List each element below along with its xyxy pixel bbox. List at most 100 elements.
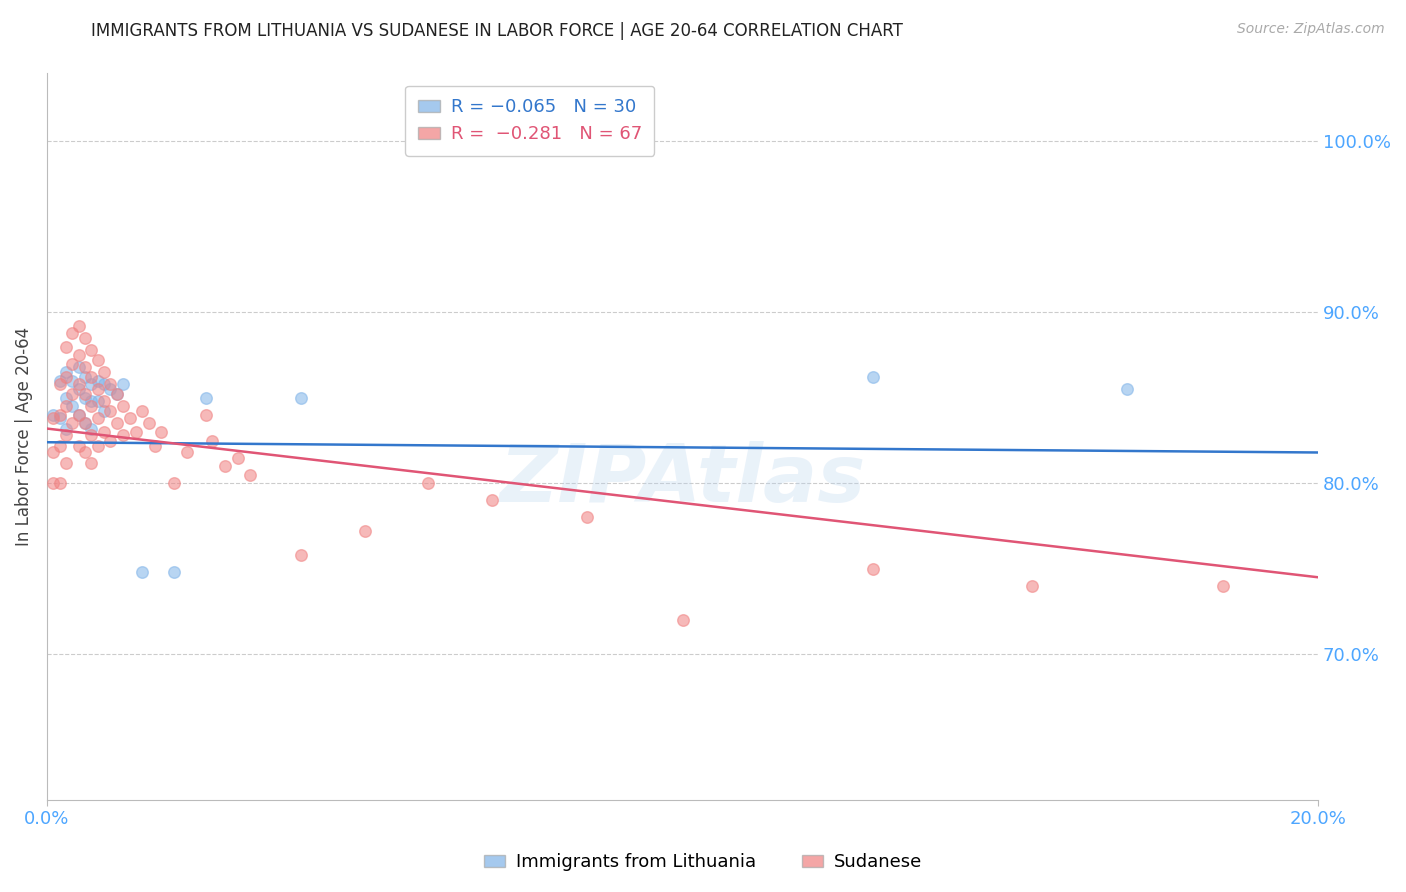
Point — [176, 445, 198, 459]
Point — [163, 565, 186, 579]
Point — [105, 387, 128, 401]
Point — [131, 565, 153, 579]
Point — [55, 339, 77, 353]
Point — [93, 365, 115, 379]
Point — [112, 400, 135, 414]
Point — [73, 370, 96, 384]
Point — [862, 370, 884, 384]
Point — [55, 421, 77, 435]
Point — [60, 357, 83, 371]
Point — [87, 382, 110, 396]
Point — [1116, 382, 1139, 396]
Point — [100, 404, 122, 418]
Point — [194, 408, 217, 422]
Point — [105, 417, 128, 431]
Point — [60, 387, 83, 401]
Point — [73, 417, 96, 431]
Point — [60, 417, 83, 431]
Point — [67, 408, 90, 422]
Point — [55, 370, 77, 384]
Point — [55, 391, 77, 405]
Point — [481, 493, 503, 508]
Point — [131, 404, 153, 418]
Point — [87, 439, 110, 453]
Point — [80, 343, 103, 357]
Point — [226, 450, 249, 465]
Point — [163, 476, 186, 491]
Point — [67, 359, 90, 374]
Point — [73, 387, 96, 401]
Point — [55, 428, 77, 442]
Legend: Immigrants from Lithuania, Sudanese: Immigrants from Lithuania, Sudanese — [477, 847, 929, 879]
Point — [48, 408, 70, 422]
Point — [67, 377, 90, 392]
Point — [60, 326, 83, 340]
Point — [112, 377, 135, 392]
Point — [201, 434, 224, 448]
Point — [73, 417, 96, 431]
Point — [87, 394, 110, 409]
Point — [73, 445, 96, 459]
Point — [138, 417, 160, 431]
Point — [100, 434, 122, 448]
Point — [60, 400, 83, 414]
Point — [67, 382, 90, 396]
Text: Source: ZipAtlas.com: Source: ZipAtlas.com — [1237, 22, 1385, 37]
Point — [862, 562, 884, 576]
Point — [80, 456, 103, 470]
Point — [48, 439, 70, 453]
Point — [48, 476, 70, 491]
Point — [118, 411, 141, 425]
Point — [105, 387, 128, 401]
Point — [73, 331, 96, 345]
Point — [55, 456, 77, 470]
Point — [55, 365, 77, 379]
Point — [100, 377, 122, 392]
Point — [112, 428, 135, 442]
Point — [67, 439, 90, 453]
Point — [214, 459, 236, 474]
Point — [87, 374, 110, 388]
Point — [80, 377, 103, 392]
Point — [353, 524, 375, 538]
Point — [418, 476, 440, 491]
Point — [48, 411, 70, 425]
Point — [60, 374, 83, 388]
Text: ZIPAtlas: ZIPAtlas — [499, 441, 866, 519]
Point — [576, 510, 599, 524]
Point — [73, 359, 96, 374]
Point — [42, 408, 65, 422]
Point — [143, 439, 166, 453]
Point — [290, 548, 312, 562]
Point — [80, 428, 103, 442]
Point — [87, 353, 110, 368]
Point — [42, 445, 65, 459]
Point — [87, 411, 110, 425]
Point — [67, 408, 90, 422]
Point — [80, 400, 103, 414]
Point — [93, 404, 115, 418]
Point — [73, 391, 96, 405]
Point — [150, 425, 173, 439]
Point — [93, 425, 115, 439]
Point — [80, 421, 103, 435]
Point — [42, 411, 65, 425]
Point — [290, 391, 312, 405]
Point — [93, 377, 115, 392]
Point — [67, 318, 90, 333]
Point — [100, 382, 122, 396]
Point — [671, 613, 693, 627]
Point — [67, 348, 90, 362]
Point — [93, 394, 115, 409]
Point — [125, 425, 148, 439]
Point — [80, 394, 103, 409]
Point — [42, 476, 65, 491]
Point — [239, 467, 262, 482]
Text: IMMIGRANTS FROM LITHUANIA VS SUDANESE IN LABOR FORCE | AGE 20-64 CORRELATION CHA: IMMIGRANTS FROM LITHUANIA VS SUDANESE IN… — [91, 22, 903, 40]
Legend: R = −0.065   N = 30, R =  −0.281   N = 67: R = −0.065 N = 30, R = −0.281 N = 67 — [405, 86, 654, 156]
Point — [1021, 579, 1043, 593]
Point — [80, 370, 103, 384]
Point — [55, 400, 77, 414]
Point — [194, 391, 217, 405]
Point — [48, 377, 70, 392]
